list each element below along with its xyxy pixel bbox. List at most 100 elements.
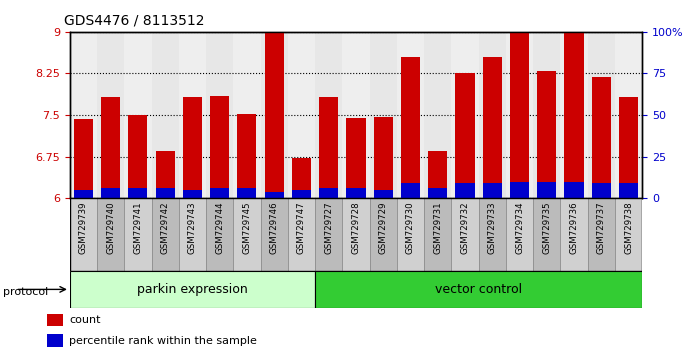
Bar xyxy=(265,33,284,198)
Bar xyxy=(151,198,179,271)
Bar xyxy=(588,198,615,271)
Bar xyxy=(233,198,260,271)
Bar xyxy=(615,32,642,198)
Bar xyxy=(151,32,179,198)
Bar xyxy=(510,182,529,198)
Bar xyxy=(315,198,342,271)
Bar xyxy=(128,188,147,198)
Bar xyxy=(97,32,124,198)
Bar xyxy=(342,32,370,198)
Text: parkin expression: parkin expression xyxy=(137,283,248,296)
Bar xyxy=(346,188,366,198)
Bar xyxy=(288,32,315,198)
Bar xyxy=(156,188,174,198)
Bar xyxy=(424,32,452,198)
Bar xyxy=(124,32,151,198)
Text: GSM729741: GSM729741 xyxy=(133,202,142,255)
Bar xyxy=(233,32,260,198)
Bar xyxy=(288,198,315,271)
Text: GSM729735: GSM729735 xyxy=(542,202,551,255)
Bar xyxy=(428,150,447,198)
Bar xyxy=(206,32,233,198)
Bar xyxy=(128,115,147,198)
Bar xyxy=(237,188,256,198)
Bar xyxy=(456,183,475,198)
Text: GSM729732: GSM729732 xyxy=(461,202,470,255)
Text: vector control: vector control xyxy=(435,283,522,296)
Bar xyxy=(97,198,124,271)
Bar xyxy=(506,198,533,271)
Bar xyxy=(179,198,206,271)
Bar xyxy=(237,114,256,198)
Bar xyxy=(47,334,63,347)
Text: GSM729737: GSM729737 xyxy=(597,202,606,255)
Text: GSM729744: GSM729744 xyxy=(215,202,224,255)
Bar xyxy=(370,198,397,271)
Text: GSM729733: GSM729733 xyxy=(488,202,497,255)
Bar xyxy=(183,190,202,198)
Bar xyxy=(74,120,93,198)
Bar xyxy=(537,71,556,198)
Text: GSM729730: GSM729730 xyxy=(406,202,415,255)
Bar xyxy=(292,190,311,198)
Bar xyxy=(588,32,615,198)
Bar xyxy=(533,32,560,198)
Bar xyxy=(346,118,366,198)
Bar xyxy=(483,57,502,198)
Bar xyxy=(319,188,339,198)
Text: percentile rank within the sample: percentile rank within the sample xyxy=(69,336,258,346)
Bar xyxy=(342,198,370,271)
Bar xyxy=(483,183,502,198)
Bar xyxy=(292,158,311,198)
Bar xyxy=(315,271,642,308)
Bar xyxy=(319,97,339,198)
Bar xyxy=(210,188,229,198)
Text: GSM729729: GSM729729 xyxy=(379,202,387,255)
Bar xyxy=(74,190,93,198)
Bar xyxy=(456,74,475,198)
Bar xyxy=(533,198,560,271)
Bar xyxy=(260,198,288,271)
Bar xyxy=(101,97,120,198)
Bar xyxy=(124,198,151,271)
Bar xyxy=(373,190,393,198)
Bar xyxy=(265,192,284,198)
Bar xyxy=(510,33,529,198)
Bar xyxy=(424,198,452,271)
Text: GSM729740: GSM729740 xyxy=(106,202,115,255)
Bar xyxy=(615,198,642,271)
Bar xyxy=(260,32,288,198)
Bar xyxy=(156,150,174,198)
Text: GSM729734: GSM729734 xyxy=(515,202,524,255)
Text: count: count xyxy=(69,315,101,325)
Bar xyxy=(70,32,97,198)
Bar xyxy=(179,32,206,198)
Text: GSM729746: GSM729746 xyxy=(269,202,279,255)
Bar xyxy=(452,198,479,271)
Text: GSM729742: GSM729742 xyxy=(161,202,170,255)
Bar xyxy=(373,117,393,198)
Bar xyxy=(183,97,202,198)
Bar xyxy=(619,97,638,198)
Text: GSM729728: GSM729728 xyxy=(352,202,360,255)
Text: GDS4476 / 8113512: GDS4476 / 8113512 xyxy=(64,14,205,28)
Text: GSM729736: GSM729736 xyxy=(570,202,579,255)
Bar xyxy=(370,32,397,198)
Text: GSM729747: GSM729747 xyxy=(297,202,306,255)
Bar xyxy=(565,33,584,198)
Bar xyxy=(592,77,611,198)
Text: GSM729745: GSM729745 xyxy=(242,202,251,255)
Bar xyxy=(428,188,447,198)
Bar xyxy=(479,198,506,271)
Bar xyxy=(70,271,315,308)
Bar xyxy=(401,183,420,198)
Bar xyxy=(537,182,556,198)
Bar xyxy=(47,314,63,326)
Bar xyxy=(560,32,588,198)
Bar xyxy=(101,188,120,198)
Bar xyxy=(210,96,229,198)
Text: GSM729743: GSM729743 xyxy=(188,202,197,255)
Text: GSM729739: GSM729739 xyxy=(79,202,88,255)
Bar xyxy=(506,32,533,198)
Bar xyxy=(619,183,638,198)
